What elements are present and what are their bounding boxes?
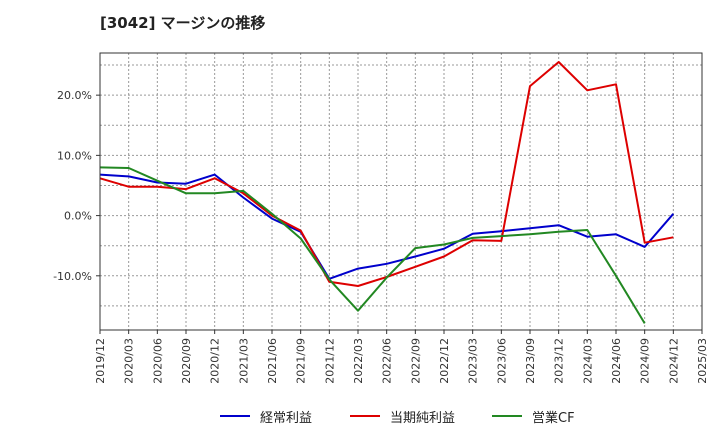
series-line [99, 173, 675, 280]
legend-item: 営業CF [492, 404, 575, 428]
legend-label: 当期純利益 [390, 410, 456, 426]
x-tick-label: 2020/09 [180, 338, 193, 384]
x-tick-label: 2020/12 [209, 338, 222, 384]
series-line [99, 166, 646, 324]
x-tick-label: 2024/09 [639, 338, 652, 384]
legend-label: 営業CF [532, 410, 575, 426]
x-tick-label: 2024/12 [667, 338, 680, 384]
axes: -10.0% 0.0% 10.0% 20.0% 2019/12 2020/03 2020/0… [53, 52, 709, 384]
margin-line-chart: -10.0% 0.0% 10.0% 20.0% 2019/12 2020/03 2020/0… [53, 52, 709, 384]
y-tick-label: 0.0% [64, 210, 92, 223]
legend-item: 経常利益 [220, 404, 312, 428]
x-tick-label: 2024/06 [610, 338, 623, 384]
y-tick-label: 10.0% [57, 149, 92, 162]
x-tick-label: 2021/12 [323, 338, 336, 384]
legend-swatch [220, 415, 250, 417]
legend-swatch [492, 415, 522, 417]
legend-item: 当期純利益 [350, 404, 455, 428]
x-tick-label: 2021/09 [295, 338, 308, 384]
chart-title: [3042] マージンの推移 [100, 14, 266, 32]
x-tick-label: 2022/09 [409, 338, 422, 384]
x-tick-label: 2020/06 [151, 338, 164, 384]
x-tick-label: 2024/03 [581, 338, 594, 384]
grid [100, 53, 702, 330]
series-lines [99, 61, 675, 324]
x-tick-label: 2021/06 [266, 338, 279, 384]
legend: 経常利益 当期純利益 営業CF [0, 404, 720, 428]
x-tick-label: 2025/03 [696, 338, 709, 384]
x-tick-label: 2023/03 [467, 338, 480, 384]
y-tick-label: -10.0% [53, 270, 92, 283]
x-tick-label: 2023/12 [553, 338, 566, 384]
plot-frame [99, 52, 703, 331]
x-tick-label: 2019/12 [94, 338, 107, 384]
x-tick-label: 2022/06 [381, 338, 394, 384]
x-tick-label: 2022/03 [352, 338, 365, 384]
legend-swatch [350, 415, 380, 417]
x-tick-label: 2020/03 [123, 338, 136, 384]
x-tick-label: 2023/09 [524, 338, 537, 384]
x-tick-label: 2022/12 [438, 338, 451, 384]
x-tick-label: 2021/03 [237, 338, 250, 384]
y-tick-label: 20.0% [57, 89, 92, 102]
x-tick-label: 2023/06 [495, 338, 508, 384]
legend-label: 経常利益 [260, 410, 313, 426]
